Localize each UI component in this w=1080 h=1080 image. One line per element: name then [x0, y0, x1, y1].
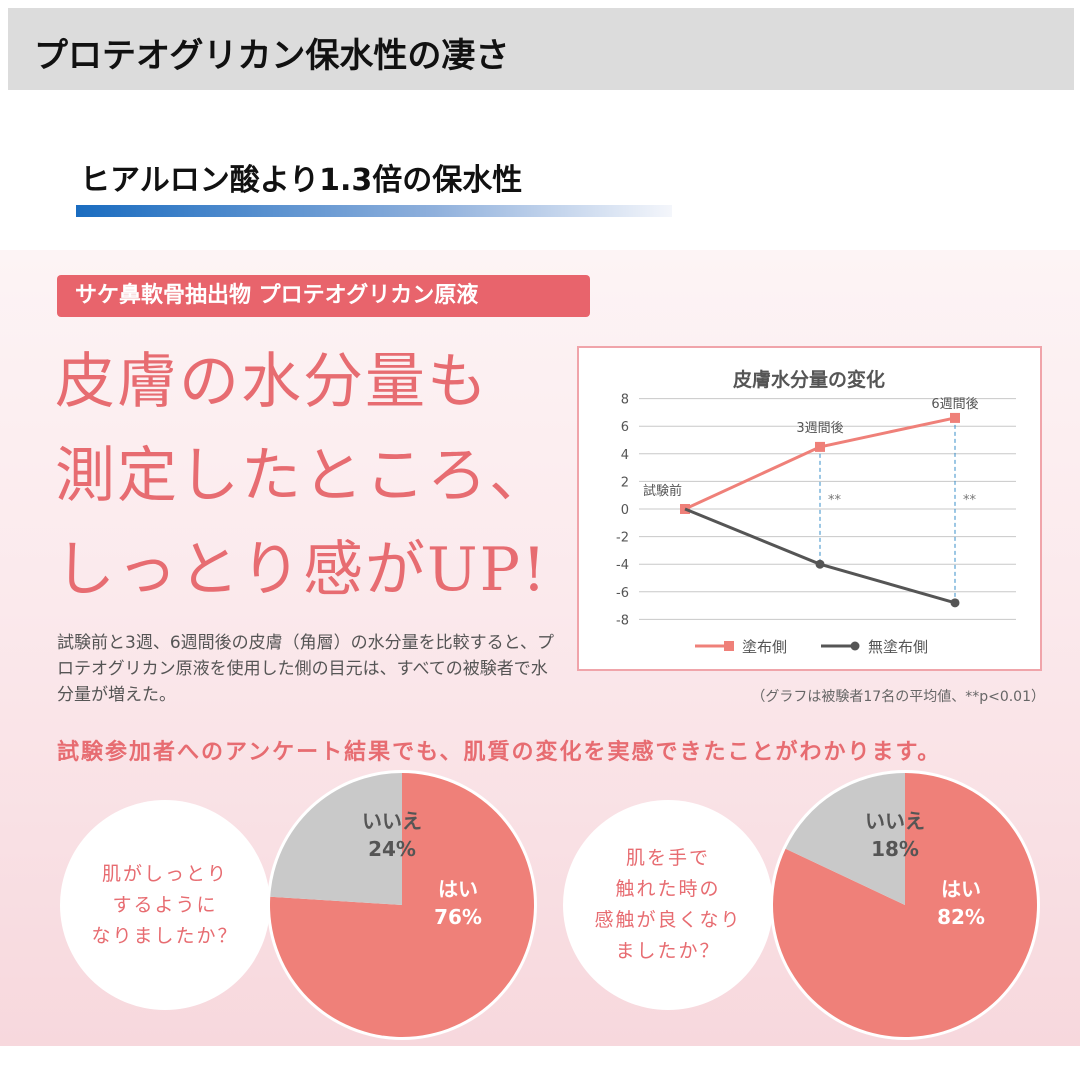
question-line: ましたか？ [615, 940, 721, 962]
y-tick-label: 4 [621, 448, 629, 463]
pie-label-no: いいえ 18% [845, 807, 945, 863]
y-tick-label: 6 [621, 420, 629, 435]
pie-label-yes: はい 76% [408, 875, 508, 931]
question-line: なりましたか？ [91, 924, 239, 947]
pie-slice-no [270, 773, 402, 905]
survey-title: 試験参加者へのアンケート結果でも、肌質の変化を実感できたことがわかります。 [57, 740, 942, 765]
series-line-1 [684, 507, 956, 605]
slice-label: はい [941, 877, 981, 901]
line-chart: 皮膚水分量の変化 8 6 4 2 0 -2 -4 -6 -8 ** ** 試験前 3週間後 6週間後塗布側… [577, 346, 1042, 671]
x-label: 3週間後 [796, 421, 843, 436]
chart-title: 皮膚水分量の変化 [733, 368, 885, 391]
survey-question: 肌を手で触れた時の感触が良くなり ましたか？ [563, 843, 773, 967]
page-title: プロテオグリカン保水性の凄さ [34, 36, 510, 76]
headline-line-3: しっとり感がUP! [55, 535, 549, 605]
section-subtitle: ヒアルロン酸より1.3倍の保水性 [80, 163, 523, 198]
legend-marker-untreated [850, 641, 860, 651]
slice-label: はい [438, 877, 478, 901]
question-circle [563, 800, 773, 1010]
legend-label: 無塗布側 [868, 638, 928, 656]
significance-mark: ** [963, 493, 977, 508]
slice-label: いいえ [362, 809, 422, 833]
question-line: 肌を手で [625, 847, 710, 869]
data-point-untreated [950, 598, 960, 608]
headline-line-2: 測定したところ、 [55, 441, 551, 511]
y-tick-label: -2 [616, 531, 629, 546]
legend-marker-applied [724, 641, 734, 651]
pie-label-no: いいえ 24% [342, 807, 442, 863]
slice-label: いいえ [865, 809, 925, 833]
slice-value: 82% [937, 905, 985, 929]
header-bar: プロテオグリカン保水性の凄さ [8, 8, 1074, 90]
question-line: 肌がしっとり [101, 862, 228, 885]
pie-slice-no [785, 773, 905, 905]
slice-value: 76% [434, 905, 482, 929]
significance-mark: ** [828, 493, 842, 508]
y-tick-label: 8 [621, 393, 629, 408]
y-tick-label: -4 [616, 558, 629, 573]
chart-note: （グラフは被験者17名の平均値、**p<0.01） [751, 689, 1045, 705]
y-tick-label: -8 [616, 613, 629, 628]
slice-value: 18% [871, 837, 919, 861]
x-label: 6週間後 [931, 397, 978, 412]
question-line: 触れた時の [615, 878, 721, 900]
subtitle-underline [76, 205, 672, 217]
question-line: 感触が良くなり [594, 909, 742, 931]
description-text: 試験前と3週、6週間後の皮膚（角層）の水分量を比較すると、プロテオグリカン原液を… [57, 633, 554, 705]
data-point-untreated [815, 559, 825, 569]
headline-line-1: 皮膚の水分量も [55, 347, 489, 417]
question-circle [60, 800, 270, 1010]
data-point-applied [950, 412, 960, 423]
survey-question: 肌がしっとり するようになりましたか？ [60, 859, 270, 952]
question-line: するように [112, 893, 218, 916]
product-tag: サケ鼻軟骨抽出物 プロテオグリカン原液 [57, 275, 590, 317]
y-tick-label: -6 [616, 586, 629, 601]
legend-label: 塗布側 [742, 638, 787, 656]
y-tick-label: 0 [621, 503, 629, 518]
y-tick-label: 2 [621, 475, 629, 490]
pie-label-yes: はい 82% [911, 875, 1011, 931]
slice-value: 24% [368, 837, 416, 861]
x-label: 試験前 [643, 483, 682, 499]
data-point-applied [815, 441, 825, 452]
